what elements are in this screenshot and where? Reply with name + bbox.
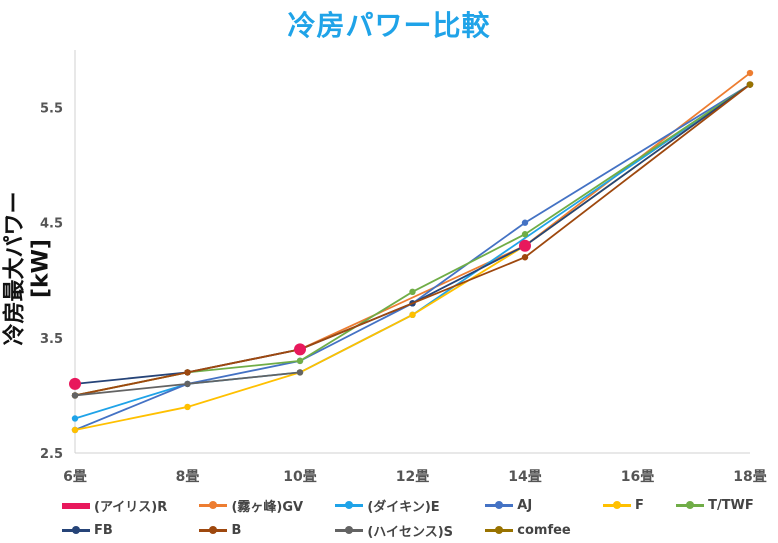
legend-item: AJ — [485, 496, 589, 515]
y-tick-label: 3.5 — [40, 332, 63, 347]
legend-item: (ダイキン)E — [335, 496, 471, 515]
series-line-3 — [74, 83, 751, 431]
data-point — [296, 357, 304, 365]
legend-label: (アイリス)R — [94, 500, 168, 515]
x-tick-label: 10畳 — [283, 469, 316, 485]
x-tick-label: 6畳 — [63, 469, 87, 485]
legend-swatch — [485, 501, 514, 509]
x-tick-label: 16畳 — [621, 469, 654, 485]
y-tick-label: 2.5 — [40, 447, 63, 462]
legend-label: AJ — [517, 498, 533, 513]
chart-title: 冷房パワー比較 — [287, 9, 491, 42]
legend-swatch — [676, 501, 705, 509]
highlight-point — [294, 343, 306, 356]
legend-swatch — [199, 501, 228, 509]
highlight-point — [519, 239, 531, 252]
legend-item: FB — [62, 521, 185, 540]
series-line-4 — [74, 83, 751, 431]
legend-item: (霧ヶ峰)GV — [199, 496, 321, 515]
legend-label: FB — [94, 523, 113, 538]
data-point — [746, 69, 754, 77]
line-chart: 2.5 3.5 4.5 5.5 6畳 8畳 10畳 12畳 14畳 16畳 18畳 — [40, 50, 767, 485]
x-tick-label: 8畳 — [176, 469, 200, 485]
chart-legend: (アイリス)R (霧ヶ峰)GV (ダイキン)E AJ F T/TWF FB B (ハイセンス)S… — [62, 496, 772, 540]
data-point — [521, 231, 529, 238]
series-line-6 — [74, 83, 751, 385]
x-tick-label: 14畳 — [508, 469, 541, 485]
legend-item: comfee — [485, 521, 589, 540]
data-point — [409, 311, 416, 319]
legend-label: (ハイセンス)S — [367, 525, 454, 540]
data-point — [184, 380, 191, 388]
legend-swatch — [62, 526, 90, 534]
legend-item: (ハイセンス)S — [335, 521, 471, 540]
series-line-5 — [74, 83, 751, 397]
legend-swatch — [335, 526, 364, 534]
data-point — [71, 426, 79, 434]
legend-label: T/TWF — [708, 498, 754, 513]
data-point — [296, 369, 304, 376]
legend-swatch — [62, 502, 90, 509]
highlight-point — [69, 377, 81, 390]
data-point — [184, 403, 191, 411]
legend-swatch — [335, 501, 364, 509]
y-tick-label: 4.5 — [40, 217, 63, 232]
series-line-1 — [74, 72, 751, 397]
x-tick-label: 12畳 — [396, 469, 429, 485]
legend-item: F — [602, 496, 662, 515]
x-tick-label: 18畳 — [733, 469, 766, 485]
legend-label: (霧ヶ峰)GV — [231, 500, 304, 515]
data-point — [71, 415, 79, 422]
data-point — [746, 81, 754, 88]
legend-label: comfee — [517, 523, 571, 538]
series-line-7 — [74, 83, 751, 397]
legend-swatch — [602, 501, 631, 509]
legend-item: (アイリス)R — [62, 496, 185, 515]
legend-swatch — [485, 526, 514, 534]
legend-swatch — [199, 526, 228, 534]
legend-label: F — [634, 498, 644, 513]
data-point — [71, 392, 79, 399]
data-point — [409, 288, 416, 295]
data-point — [184, 369, 191, 376]
legend-item: T/TWF — [676, 496, 772, 515]
series-line-2 — [74, 83, 751, 420]
y-tick-label: 5.5 — [40, 102, 63, 117]
legend-label: B — [231, 523, 242, 538]
data-point — [521, 254, 529, 261]
legend-item: B — [199, 521, 321, 540]
data-point — [521, 219, 529, 226]
legend-label: (ダイキン)E — [367, 500, 440, 515]
